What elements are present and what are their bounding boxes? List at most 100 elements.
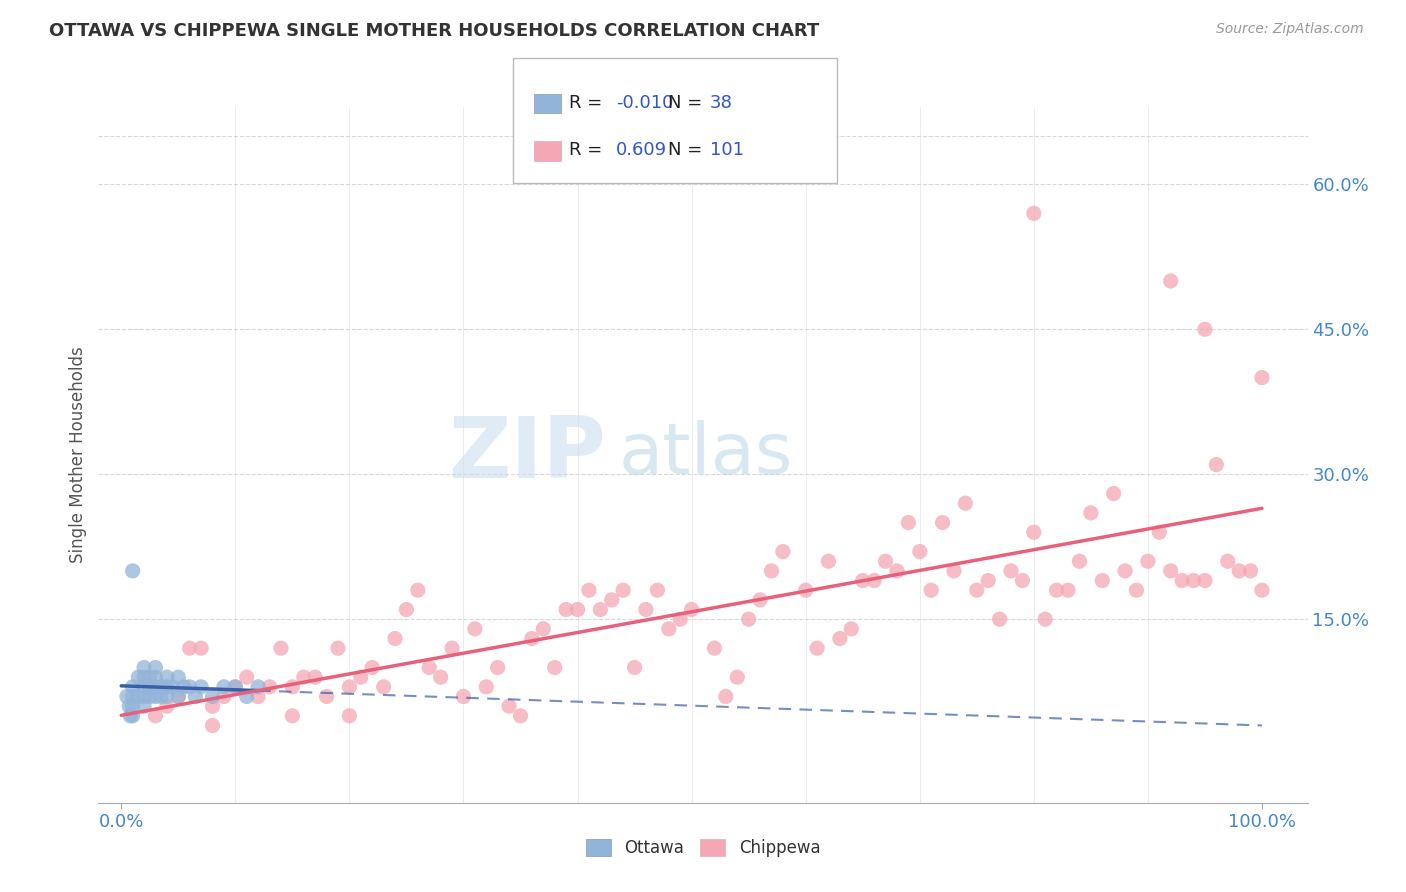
Point [977, 574, 1000, 588]
Point [863, 574, 886, 588]
Point [761, 564, 783, 578]
Point [1022, 525, 1045, 540]
Point [1182, 574, 1205, 588]
Point [567, 602, 589, 616]
Text: OTTAWA VS CHIPPEWA SINGLE MOTHER HOUSEHOLDS CORRELATION CHART: OTTAWA VS CHIPPEWA SINGLE MOTHER HOUSEHO… [49, 22, 820, 40]
Point [395, 602, 418, 616]
Point [326, 641, 349, 656]
Point [828, 632, 851, 646]
Point [1205, 458, 1227, 472]
Point [121, 708, 143, 723]
Point [121, 680, 143, 694]
Point [201, 718, 224, 732]
Point [475, 680, 498, 694]
Point [1160, 274, 1182, 288]
Point [429, 670, 451, 684]
Text: N =: N = [668, 94, 702, 112]
Point [1091, 574, 1114, 588]
Point [681, 602, 703, 616]
Point [132, 680, 155, 694]
Point [127, 690, 149, 704]
Text: N =: N = [668, 141, 702, 159]
Point [145, 670, 167, 684]
Point [634, 602, 657, 616]
Point [337, 708, 360, 723]
Point [839, 622, 862, 636]
Point [1102, 486, 1125, 500]
Point [486, 660, 509, 674]
Point [315, 690, 337, 704]
Point [235, 670, 257, 684]
Point [201, 699, 224, 714]
Point [418, 660, 440, 674]
Legend: Ottawa, Chippewa: Ottawa, Chippewa [579, 832, 827, 864]
Point [132, 670, 155, 684]
Point [714, 690, 737, 704]
Point [817, 554, 839, 568]
Point [749, 592, 772, 607]
Point [373, 680, 395, 694]
Point [167, 690, 190, 704]
Point [350, 670, 373, 684]
Point [464, 622, 486, 636]
Point [118, 699, 141, 714]
Point [955, 496, 977, 510]
Text: 101: 101 [710, 141, 744, 159]
Point [190, 680, 212, 694]
Point [212, 680, 235, 694]
Point [1194, 322, 1216, 336]
Point [1136, 554, 1159, 568]
Point [150, 680, 173, 694]
Point [886, 564, 908, 578]
Point [179, 680, 201, 694]
Text: Source: ZipAtlas.com: Source: ZipAtlas.com [1216, 22, 1364, 37]
Point [988, 612, 1011, 626]
Point [156, 699, 179, 714]
Point [1033, 612, 1056, 626]
Point [132, 699, 155, 714]
Text: ZIP: ZIP [449, 413, 606, 497]
Point [281, 708, 304, 723]
Point [544, 660, 567, 674]
Point [139, 680, 162, 694]
Point [139, 670, 162, 684]
Point [1171, 574, 1194, 588]
Point [1080, 506, 1102, 520]
Point [224, 680, 246, 694]
Point [139, 690, 162, 704]
Text: R =: R = [569, 141, 614, 159]
Point [441, 641, 464, 656]
Point [669, 612, 692, 626]
Point [966, 583, 988, 598]
Point [612, 583, 634, 598]
Point [406, 583, 429, 598]
Point [179, 641, 201, 656]
Point [1011, 574, 1033, 588]
Text: 38: 38 [710, 94, 733, 112]
Y-axis label: Single Mother Households: Single Mother Households [69, 347, 87, 563]
Point [281, 680, 304, 694]
Point [156, 680, 179, 694]
Text: R =: R = [569, 94, 609, 112]
Point [145, 708, 167, 723]
Point [1046, 583, 1069, 598]
Point [589, 602, 612, 616]
Point [247, 690, 270, 704]
Point [931, 516, 953, 530]
Point [156, 690, 179, 704]
Point [647, 583, 669, 598]
Point [498, 699, 520, 714]
Point [127, 670, 149, 684]
Point [658, 622, 681, 636]
Point [806, 641, 828, 656]
Point [1149, 525, 1171, 540]
Point [132, 690, 155, 704]
Text: 0.609: 0.609 [616, 141, 666, 159]
Point [115, 690, 138, 704]
Point [737, 612, 759, 626]
Point [190, 641, 212, 656]
Point [1227, 564, 1250, 578]
Point [1125, 583, 1147, 598]
Point [121, 699, 143, 714]
Point [875, 554, 897, 568]
